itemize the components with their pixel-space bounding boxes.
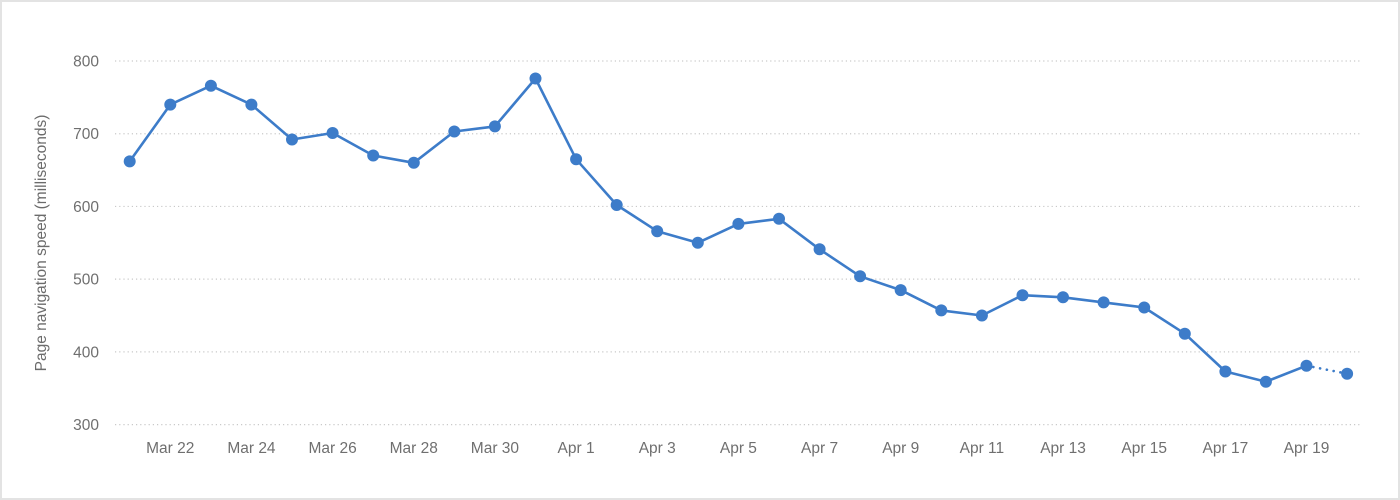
data-point [1057, 291, 1069, 304]
x-tick-label: Apr 7 [801, 440, 838, 457]
x-tick-label: Mar 26 [308, 440, 356, 457]
data-point [935, 304, 948, 317]
data-point [1097, 296, 1110, 309]
y-tick-label: 600 [73, 199, 99, 216]
data-point [407, 156, 420, 169]
x-tick-label: Apr 3 [639, 440, 676, 457]
data-point [164, 98, 177, 111]
data-point [813, 243, 826, 256]
series-line-projection [1305, 364, 1349, 375]
data-point [204, 79, 217, 92]
x-tick-label: Apr 9 [882, 440, 919, 457]
data-point [488, 120, 501, 133]
x-tick-label: Apr 1 [558, 440, 595, 457]
data-point [123, 155, 136, 168]
x-tick-label: Apr 17 [1203, 440, 1249, 457]
y-tick-label: 300 [73, 417, 99, 434]
data-point [651, 225, 664, 238]
data-point [1178, 327, 1191, 340]
series-line [128, 77, 1307, 383]
data-point [975, 309, 988, 322]
x-tick-label: Mar 28 [390, 440, 438, 457]
data-point [529, 72, 542, 85]
x-tick-label: Mar 24 [227, 440, 276, 457]
data-point [448, 125, 461, 138]
data-point [732, 217, 745, 230]
x-tick-label: Apr 15 [1121, 440, 1167, 457]
x-tick-label: Apr 5 [720, 440, 757, 457]
data-point [691, 236, 704, 249]
x-tick-label: Apr 19 [1284, 440, 1330, 457]
data-point [1219, 365, 1232, 378]
data-point [570, 153, 583, 166]
data-point [1300, 359, 1313, 372]
x-tick-label: Apr 13 [1040, 440, 1086, 457]
x-tick-label: Apr 11 [960, 440, 1005, 457]
data-point [1138, 301, 1151, 314]
y-tick-label: 700 [73, 126, 99, 143]
series-layer [123, 72, 1354, 388]
data-point [326, 127, 339, 139]
data-point [610, 199, 623, 211]
x-tick-label: Mar 22 [146, 440, 194, 457]
data-point [286, 133, 298, 146]
data-point [1016, 289, 1029, 302]
y-axis-tick-labels: 800 700 600 500 400 300 [73, 54, 99, 435]
data-point [245, 98, 258, 111]
gridlines-layer [115, 60, 1361, 426]
data-point [773, 212, 785, 225]
data-point [1259, 375, 1272, 388]
y-tick-label: 800 [73, 54, 99, 71]
data-point [367, 149, 380, 162]
y-tick-label: 400 [73, 344, 99, 361]
data-point [1341, 367, 1354, 380]
x-axis-tick-labels: Mar 22 Mar 24 Mar 26 Mar 28 Mar 30 Apr 1 Apr 3… [146, 440, 1329, 457]
data-point [894, 284, 907, 297]
data-point [854, 270, 867, 283]
x-tick-label: Mar 30 [471, 440, 520, 457]
y-tick-label: 500 [73, 272, 99, 289]
y-axis-title: Page navigation speed (milliseconds) [33, 115, 50, 372]
